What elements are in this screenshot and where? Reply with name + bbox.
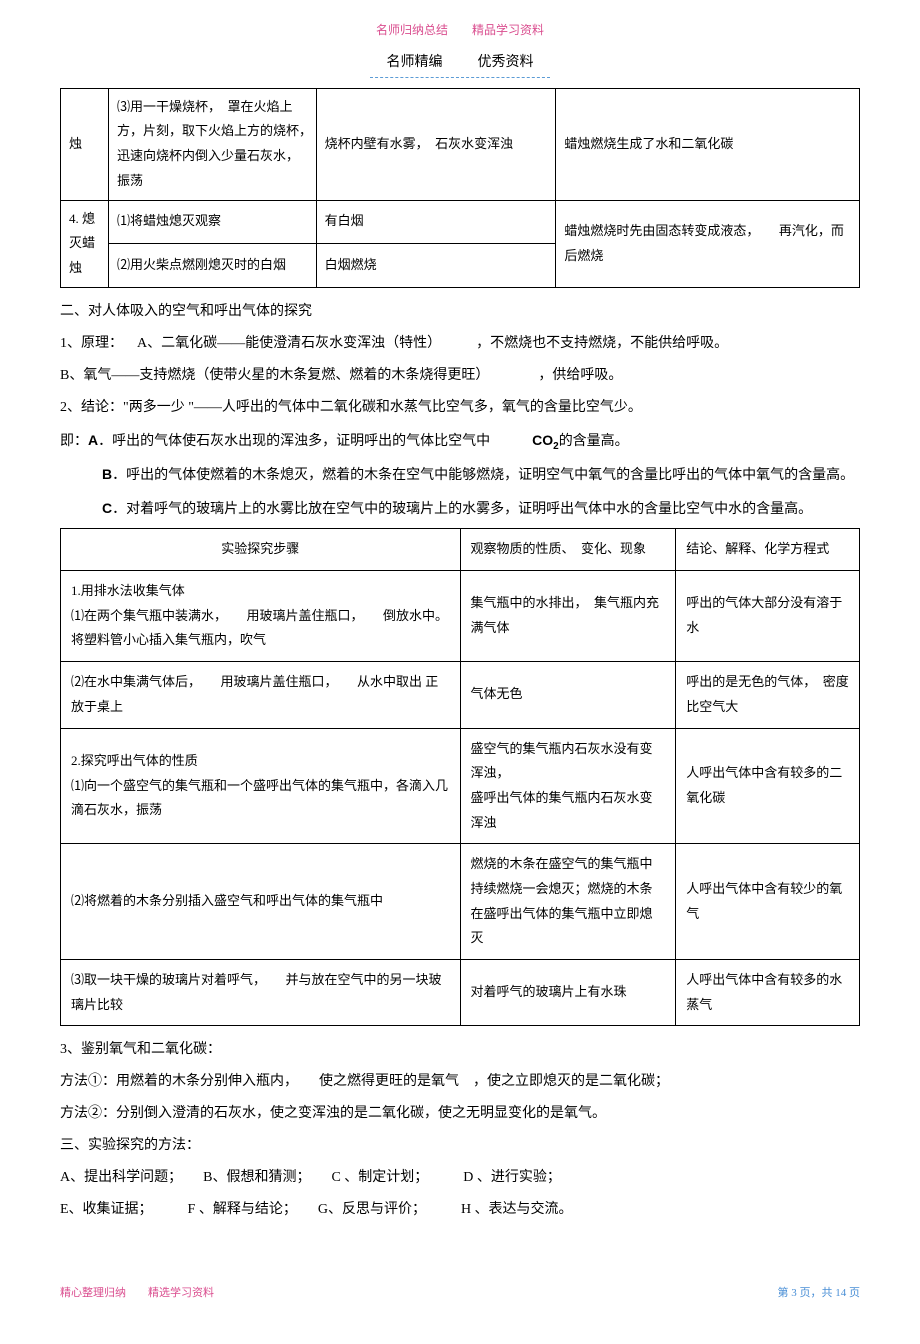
experiment-table-1: 烛 ⑶用一干燥烧杯， 罩在火焰上方，片刻，取下火焰上方的烧杯， 迅速向烧杯内倒入… <box>60 88 860 288</box>
cell-step: ⑴将蜡烛熄灭观察 <box>108 200 316 244</box>
formula-co2: CO2 <box>532 432 559 448</box>
paragraph: B、氧气——支持燃烧（使带火星的木条复燃、燃着的木条烧得更旺） ，供给呼吸。 <box>60 362 860 390</box>
table-row: 烛 ⑶用一干燥烧杯， 罩在火焰上方，片刻，取下火焰上方的烧杯， 迅速向烧杯内倒入… <box>61 88 860 200</box>
text: ．呼出的气体使石灰水出现的浑浊多，证明呼出的气体比空气中 <box>98 434 490 449</box>
title-right: 优秀资料 <box>478 55 534 70</box>
cell-step: 2.探究呼出气体的性质 ⑴向一个盛空气的集气瓶和一个盛呼出气体的集气瓶中，各滴入… <box>61 728 461 844</box>
paragraph: 方法②：分别倒入澄清的石灰水，使之变浑浊的是二氧化碳，使之无明显变化的是氧气。 <box>60 1100 860 1128</box>
cell-label: 烛 <box>61 88 109 200</box>
table-row: ⑶取一块干燥的玻璃片对着呼气， 并与放在空气中的另一块玻璃片比较 对着呼气的玻璃… <box>61 960 860 1026</box>
paragraph: 方法①：用燃着的木条分别伸入瓶内， 使之燃得更旺的是氧气 ，使之立即熄灭的是二氧… <box>60 1068 860 1096</box>
text: ．呼出的气体使燃着的木条熄灭，燃着的木条在空气中能够燃烧，证明空气中氧气的含量比… <box>112 468 854 483</box>
text: 的含量高。 <box>559 434 629 449</box>
paragraph: 即：A．呼出的气体使石灰水出现的浑浊多，证明呼出的气体比空气中 CO2的含量高。 <box>60 426 860 457</box>
text: CO <box>532 432 553 448</box>
table-row: 2.探究呼出气体的性质 ⑴向一个盛空气的集气瓶和一个盛呼出气体的集气瓶中，各滴入… <box>61 728 860 844</box>
paragraph: 2、结论："两多一少 "——人呼出的气体中二氧化碳和水蒸气比空气多，氧气的含量比… <box>60 394 860 422</box>
page-footer: 精心整理归纳 精选学习资料 第 3 页，共 14 页 <box>60 1284 860 1304</box>
cell-obs: 对着呼气的玻璃片上有水珠 <box>460 960 676 1026</box>
cell-label: 4. 熄灭蜡烛 <box>61 200 109 287</box>
label-b: B <box>102 466 112 482</box>
cell-conc: 呼出的是无色的气体， 密度比空气大 <box>676 662 860 728</box>
title-underline <box>370 77 550 78</box>
label-a: A <box>88 432 98 448</box>
cell-conc: 蜡烛燃烧生成了水和二氧化碳 <box>556 88 860 200</box>
paragraph: C．对着呼气的玻璃片上的水雾比放在空气中的玻璃片上的水雾多，证明呼出气体中水的含… <box>60 494 860 524</box>
cell-step: ⑶用一干燥烧杯， 罩在火焰上方，片刻，取下火焰上方的烧杯， 迅速向烧杯内倒入少量… <box>108 88 316 200</box>
paragraph: 三、实验探究的方法： <box>60 1132 860 1160</box>
cell-obs: 集气瓶中的水排出， 集气瓶内充满气体 <box>460 571 676 662</box>
page-title: 名师精编 优秀资料 <box>60 50 860 75</box>
section-heading: 二、对人体吸入的空气和呼出气体的探究 <box>60 298 860 326</box>
table-header: 观察物质的性质、 变化、现象 <box>460 529 676 571</box>
footer-left: 精心整理归纳 精选学习资料 <box>60 1287 214 1299</box>
title-left: 名师精编 <box>387 55 443 70</box>
table-row: 4. 熄灭蜡烛 ⑴将蜡烛熄灭观察 有白烟 蜡烛燃烧时先由固态转变成液态， 再汽化… <box>61 200 860 244</box>
paragraph: E、收集证据； F 、解释与结论； G、反思与评价； H 、表达与交流。 <box>60 1196 860 1224</box>
experiment-table-2: 实验探究步骤 观察物质的性质、 变化、现象 结论、解释、化学方程式 1.用排水法… <box>60 528 860 1026</box>
cell-step: ⑵用火柴点燃刚熄灭时的白烟 <box>108 244 316 288</box>
text: ．对着呼气的玻璃片上的水雾比放在空气中的玻璃片上的水雾多，证明呼出气体中水的含量… <box>112 502 812 517</box>
cell-obs: 白烟燃烧 <box>316 244 556 288</box>
cell-step: 1.用排水法收集气体 ⑴在两个集气瓶中装满水， 用玻璃片盖住瓶口， 倒放水中。将… <box>61 571 461 662</box>
cell-obs: 烧杯内壁有水雾， 石灰水变浑浊 <box>316 88 556 200</box>
paragraph: A、提出科学问题； B、假想和猜测； C 、制定计划； D 、进行实验； <box>60 1164 860 1192</box>
cell-conc: 人呼出气体中含有较多的二氧化碳 <box>676 728 860 844</box>
paragraph: 3、鉴别氧气和二氧化碳： <box>60 1036 860 1064</box>
cell-obs: 燃烧的木条在盛空气的集气瓶中持续燃烧一会熄灭；燃烧的木条在盛呼出气体的集气瓶中立… <box>460 844 676 960</box>
text: 1、原理： <box>60 336 123 351</box>
paragraph: 1、原理： A、二氧化碳——能使澄清石灰水变浑浊（特性） ，不燃烧也不支持燃烧，不… <box>60 330 860 358</box>
cell-conc: 蜡烛燃烧时先由固态转变成液态， 再汽化，而后燃烧 <box>556 200 860 287</box>
cell-conc: 呼出的气体大部分没有溶于水 <box>676 571 860 662</box>
cell-obs: 气体无色 <box>460 662 676 728</box>
cell-step: ⑵在水中集满气体后， 用玻璃片盖住瓶口， 从水中取出 正放于桌上 <box>61 662 461 728</box>
footer-right: 第 3 页，共 14 页 <box>778 1284 861 1304</box>
table-row: 1.用排水法收集气体 ⑴在两个集气瓶中装满水， 用玻璃片盖住瓶口， 倒放水中。将… <box>61 571 860 662</box>
cell-obs: 盛空气的集气瓶内石灰水没有变浑浊， 盛呼出气体的集气瓶内石灰水变浑浊 <box>460 728 676 844</box>
text: 即： <box>60 434 88 449</box>
table-row: ⑵在水中集满气体后， 用玻璃片盖住瓶口， 从水中取出 正放于桌上 气体无色 呼出… <box>61 662 860 728</box>
cell-obs: 有白烟 <box>316 200 556 244</box>
table-row: ⑵将燃着的木条分别插入盛空气和呼出气体的集气瓶中 燃烧的木条在盛空气的集气瓶中持… <box>61 844 860 960</box>
table-header-row: 实验探究步骤 观察物质的性质、 变化、现象 结论、解释、化学方程式 <box>61 529 860 571</box>
paragraph: B．呼出的气体使燃着的木条熄灭，燃着的木条在空气中能够燃烧，证明空气中氧气的含量… <box>60 460 860 490</box>
table-header: 实验探究步骤 <box>61 529 461 571</box>
cell-conc: 人呼出气体中含有较多的水蒸气 <box>676 960 860 1026</box>
cell-step: ⑵将燃着的木条分别插入盛空气和呼出气体的集气瓶中 <box>61 844 461 960</box>
label-c: C <box>102 500 112 516</box>
table-header: 结论、解释、化学方程式 <box>676 529 860 571</box>
cell-conc: 人呼出气体中含有较少的氧气 <box>676 844 860 960</box>
cell-step: ⑶取一块干燥的玻璃片对着呼气， 并与放在空气中的另一块玻璃片比较 <box>61 960 461 1026</box>
header-note: 名师归纳总结 精品学习资料 <box>60 20 860 42</box>
text: A、二氧化碳——能使澄清石灰水变浑浊（特性） ，不燃烧也不支持燃烧，不能供给呼吸… <box>137 336 728 351</box>
